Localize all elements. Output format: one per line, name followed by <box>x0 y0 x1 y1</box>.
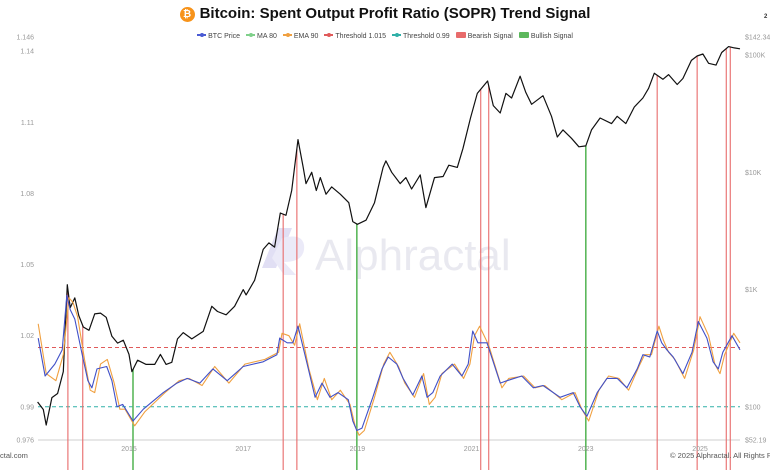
y-left-tick-label: 1.146 <box>16 35 34 42</box>
legend-marker <box>197 32 207 37</box>
series-btc-price <box>37 46 741 426</box>
legend-item-ma-80[interactable]: MA 80 <box>246 32 277 40</box>
legend-marker <box>455 32 466 38</box>
legend-marker <box>246 32 256 37</box>
y-right-tick-label: $52.19 <box>745 438 767 445</box>
legend-item-btc-price[interactable]: BTC Price <box>197 32 241 40</box>
watermark-logo-mark-2 <box>272 236 305 275</box>
y-left-tick-label: 1.14 <box>20 49 34 56</box>
legend-item-bullish-signal[interactable]: Bullish Signal <box>518 32 573 40</box>
legend-marker <box>392 32 401 37</box>
series-ema-90 <box>37 297 741 436</box>
y-left-tick-label: 1.02 <box>20 333 34 340</box>
legend-marker <box>282 32 292 37</box>
y-right-tick-label: $10K <box>745 170 762 177</box>
y-left-tick-label: 0.99 <box>20 404 34 411</box>
y-left-tick-label: 1.11 <box>21 120 34 127</box>
legend-label: Threshold 0.99 <box>403 33 450 40</box>
y-right-tick-label: $100 <box>745 404 761 411</box>
y-left-tick-label: 0.976 <box>16 438 34 445</box>
y-right-tick-label: $100K <box>745 52 766 59</box>
x-tick-label: 2017 <box>235 446 251 453</box>
legend-label: Threshold 1.015 <box>335 33 386 40</box>
legend-item-bearish-signal[interactable]: Bearish Signal <box>455 32 513 40</box>
footer-url: ctal.com <box>0 451 28 460</box>
legend-item-threshold-0-99[interactable]: Threshold 0.99 <box>392 32 450 40</box>
legend-label: Bullish Signal <box>530 33 573 40</box>
x-tick-label: 2025 <box>692 446 708 453</box>
watermark-logo: Alphractal <box>262 228 511 280</box>
chart-title-text: Bitcoin: Spent Output Profit Ratio (SOPR… <box>199 5 591 22</box>
y-right-tick-label: $1K <box>745 287 758 294</box>
corner-label: 2 <box>764 14 768 20</box>
legend-marker <box>324 32 334 37</box>
bitcoin-icon: ₿ <box>179 7 195 22</box>
x-tick-label: 2019 <box>350 446 366 453</box>
series-ma-80 <box>37 294 741 432</box>
footer-copyright: © 2025 Alphractal. All Rights Re <box>670 451 770 460</box>
chart-title: ₿ Bitcoin: Spent Output Profit Ratio (SOP… <box>0 5 770 22</box>
legend-label: Bearish Signal <box>467 33 513 40</box>
legend: BTC Price MA 80 EMA 90 Threshold 1.015 Thres… <box>0 32 770 40</box>
y-right-tick-label: $142.34K <box>745 35 770 42</box>
x-tick-label: 2015 <box>121 446 137 453</box>
x-tick-label: 2021 <box>464 446 480 453</box>
legend-label: MA 80 <box>257 33 277 40</box>
y-left-tick-label: 1.08 <box>20 191 34 198</box>
legend-label: BTC Price <box>208 33 241 40</box>
y-left-tick-label: 1.05 <box>20 262 34 269</box>
watermark-text: Alphractal <box>315 231 511 280</box>
legend-label: EMA 90 <box>293 33 319 40</box>
legend-item-ema-90[interactable]: EMA 90 <box>282 32 319 40</box>
legend-item-threshold-1-015[interactable]: Threshold 1.015 <box>324 32 386 40</box>
x-tick-label: 2023 <box>578 446 594 453</box>
legend-marker <box>518 32 529 38</box>
